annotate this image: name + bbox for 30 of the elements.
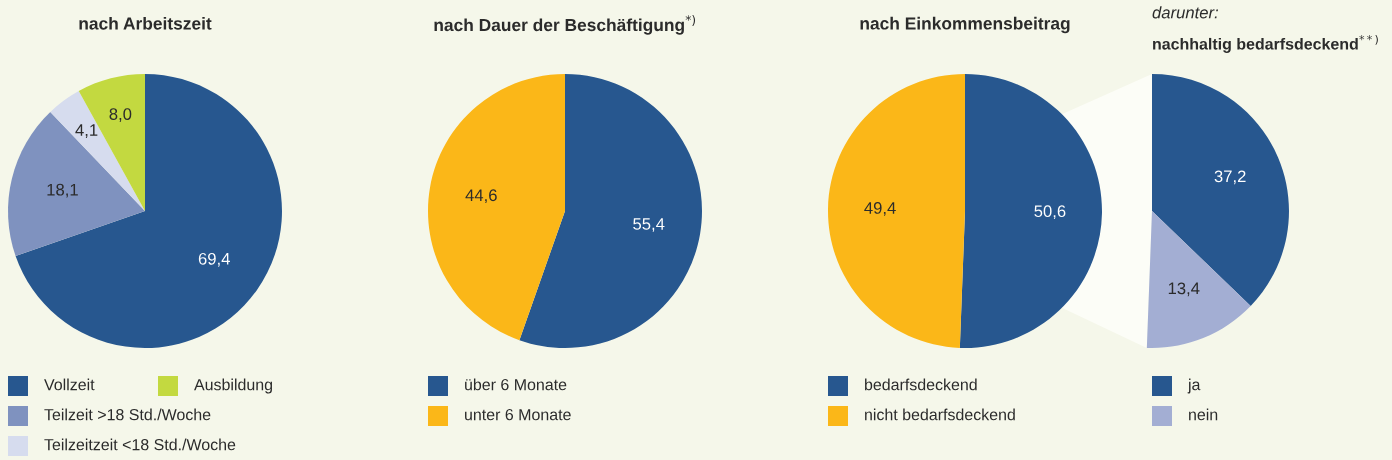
pie-slice (428, 74, 565, 341)
pie-slice (15, 74, 282, 348)
legend-label: nicht bedarfsdeckend (865, 408, 1015, 421)
chart-title: nach Arbeitszeit (79, 16, 212, 30)
data-label: 18,1 (47, 183, 78, 198)
pie-slice (519, 74, 702, 348)
data-label: 44,6 (465, 189, 497, 204)
data-label: 8,0 (109, 108, 132, 122)
legend-label: Teilzeit >18 Std./Woche (44, 408, 211, 421)
chart-title: nach Einkommensbeitrag (860, 16, 1070, 34)
legend-label: Ausbildung (194, 378, 273, 394)
chart-title: nach Dauer der Beschäftigung$^{*)}$ (434, 15, 696, 35)
chart-subtitle: darunter: (1152, 6, 1219, 19)
legend-label: Teilzeitzeit <18 Std./Woche (44, 438, 236, 451)
legend-label: bedarfsdeckend (865, 378, 977, 391)
pie-slice (959, 74, 1102, 348)
data-label: 50,6 (1034, 205, 1066, 220)
slice-label: über 6 Monate (465, 378, 567, 391)
data-label: 55,4 (633, 218, 665, 232)
data-label: 4,1 (75, 124, 98, 138)
legend-label: unter 6 Monate (465, 408, 571, 421)
data-label: 49,4 (864, 202, 896, 216)
data-label: 37,2 (1214, 170, 1246, 185)
chart-title: nachhaltig bedarfsdeckend$^{**)}$ (1153, 34, 1378, 53)
legend-label: ja (1187, 378, 1201, 394)
data-label: 13,4 (1168, 282, 1200, 297)
data-label: 69,4 (198, 252, 230, 267)
pie-slice (828, 74, 965, 348)
legend-label: nein (1189, 408, 1218, 421)
legend-label: Vollzeit (44, 378, 95, 391)
